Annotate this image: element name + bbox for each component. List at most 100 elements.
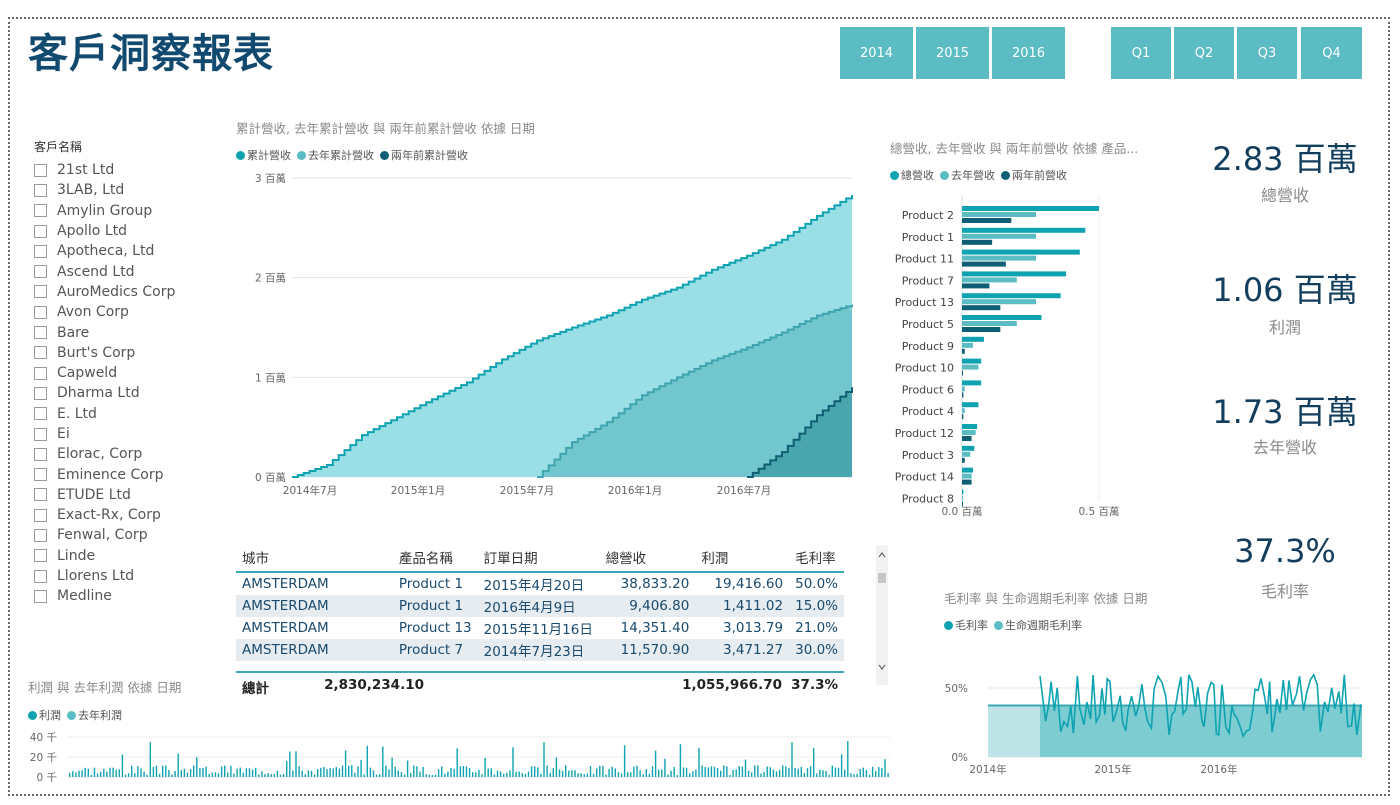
profit-bar[interactable] <box>496 770 499 777</box>
bar[interactable] <box>962 495 963 501</box>
profit-bar[interactable] <box>592 773 595 777</box>
profit-bar[interactable] <box>651 766 654 777</box>
profit-bar[interactable] <box>800 766 802 777</box>
bar[interactable] <box>962 430 976 435</box>
bar[interactable] <box>962 321 1017 326</box>
slicer-item[interactable]: Ascend Ltd <box>34 261 194 281</box>
profit-bar[interactable] <box>537 767 539 777</box>
profit-bar[interactable] <box>769 767 771 777</box>
bar[interactable] <box>962 408 965 414</box>
profit-bar[interactable] <box>103 768 105 777</box>
profit-bar[interactable] <box>183 768 186 777</box>
profit-bar[interactable] <box>171 774 173 777</box>
profit-bar[interactable] <box>286 760 288 777</box>
profit-bar[interactable] <box>255 767 257 777</box>
table-row[interactable]: AMSTERDAM Product 13 2015年11月16日 14,351.40 3… <box>236 617 844 639</box>
profit-bar[interactable] <box>329 768 331 777</box>
checkbox[interactable] <box>34 549 47 563</box>
bar[interactable] <box>962 457 965 463</box>
column-header-product[interactable]: 產品名稱 <box>392 543 478 573</box>
legend-item[interactable]: 去年營收 <box>940 167 995 183</box>
profit-bar[interactable] <box>193 765 195 777</box>
profit-bar[interactable] <box>887 773 889 777</box>
profit-bar[interactable] <box>323 766 325 777</box>
profit-bar[interactable] <box>304 774 306 777</box>
profit-bar[interactable] <box>813 748 815 777</box>
profit-bar[interactable] <box>109 767 111 777</box>
profit-bar[interactable] <box>642 774 644 777</box>
profit-bar[interactable] <box>134 773 136 777</box>
profit-bar[interactable] <box>763 771 765 777</box>
profit-bar[interactable] <box>413 765 415 777</box>
profit-bar[interactable] <box>230 765 232 777</box>
profit-bar[interactable] <box>803 773 806 777</box>
legend-item[interactable]: 兩年前營收 <box>1001 167 1067 183</box>
profit-bar[interactable] <box>499 771 502 777</box>
checkbox[interactable] <box>34 427 47 441</box>
profit-bar[interactable] <box>472 772 474 777</box>
bar[interactable] <box>962 436 972 441</box>
slicer-item[interactable]: Linde <box>34 546 194 566</box>
profit-bar[interactable] <box>630 772 632 777</box>
table-scrollbar[interactable] <box>876 545 888 685</box>
bar[interactable] <box>962 212 1036 217</box>
bar[interactable] <box>962 342 973 348</box>
checkbox[interactable] <box>34 265 47 279</box>
profit-bar[interactable] <box>760 773 762 777</box>
bar[interactable] <box>962 233 1036 239</box>
profit-bar[interactable] <box>744 759 747 777</box>
profit-bar[interactable] <box>475 772 477 777</box>
profit-bar[interactable] <box>177 753 179 777</box>
profit-bar[interactable] <box>583 774 585 777</box>
table-row[interactable]: AMSTERDAM Product 7 2014年7月23日 11,570.90 3,4… <box>236 639 844 661</box>
profit-bar[interactable] <box>481 774 483 777</box>
profit-bar[interactable] <box>233 773 235 777</box>
profit-bar[interactable] <box>707 767 709 777</box>
column-header-city[interactable]: 城市 <box>236 543 393 573</box>
profit-bar[interactable] <box>859 768 861 777</box>
profit-bar[interactable] <box>189 769 192 777</box>
profit-bar[interactable] <box>751 772 753 777</box>
profit-bar[interactable] <box>131 765 133 777</box>
checkbox[interactable] <box>34 366 47 380</box>
profit-bar[interactable] <box>81 770 83 777</box>
profit-bar[interactable] <box>586 773 589 777</box>
profit-bar[interactable] <box>596 768 598 777</box>
profit-bar[interactable] <box>809 766 812 777</box>
profit-bar[interactable] <box>847 741 849 777</box>
profit-bar[interactable] <box>273 773 275 777</box>
profit-bar[interactable] <box>152 766 155 777</box>
profit-bar[interactable] <box>348 765 350 777</box>
profit-bar[interactable] <box>165 765 167 777</box>
profit-bar[interactable] <box>884 759 886 777</box>
profit-bar[interactable] <box>754 765 756 777</box>
profit-bar[interactable] <box>791 742 793 777</box>
profit-bar[interactable] <box>834 767 837 777</box>
bar[interactable] <box>962 380 982 386</box>
profit-bar[interactable] <box>385 765 387 777</box>
profit-bar[interactable] <box>816 773 818 777</box>
checkbox[interactable] <box>34 528 47 542</box>
profit-bar[interactable] <box>140 768 142 777</box>
profit-bar[interactable] <box>239 767 241 777</box>
legend-item[interactable]: 兩年前累計營收 <box>380 147 468 163</box>
profit-bar[interactable] <box>729 774 731 777</box>
year-button-2016[interactable]: 2016 <box>992 27 1065 79</box>
profit-bar[interactable] <box>93 767 96 777</box>
profit-bar[interactable] <box>437 769 440 777</box>
bar[interactable] <box>962 277 1017 283</box>
slicer-item[interactable]: Medline <box>34 586 194 606</box>
profit-bar[interactable] <box>214 772 217 777</box>
profit-bar[interactable] <box>580 773 582 777</box>
profit-bar[interactable] <box>484 757 486 777</box>
profit-bar[interactable] <box>208 773 210 777</box>
bar[interactable] <box>962 386 965 392</box>
profit-bar[interactable] <box>301 770 303 777</box>
profit-bar[interactable] <box>106 771 108 777</box>
profit-bar[interactable] <box>571 770 573 777</box>
slicer-item[interactable]: 21st Ltd <box>34 160 194 180</box>
profit-bar[interactable] <box>524 773 527 777</box>
checkbox[interactable] <box>34 285 47 299</box>
bar[interactable] <box>962 227 1086 233</box>
bar[interactable] <box>962 467 973 473</box>
